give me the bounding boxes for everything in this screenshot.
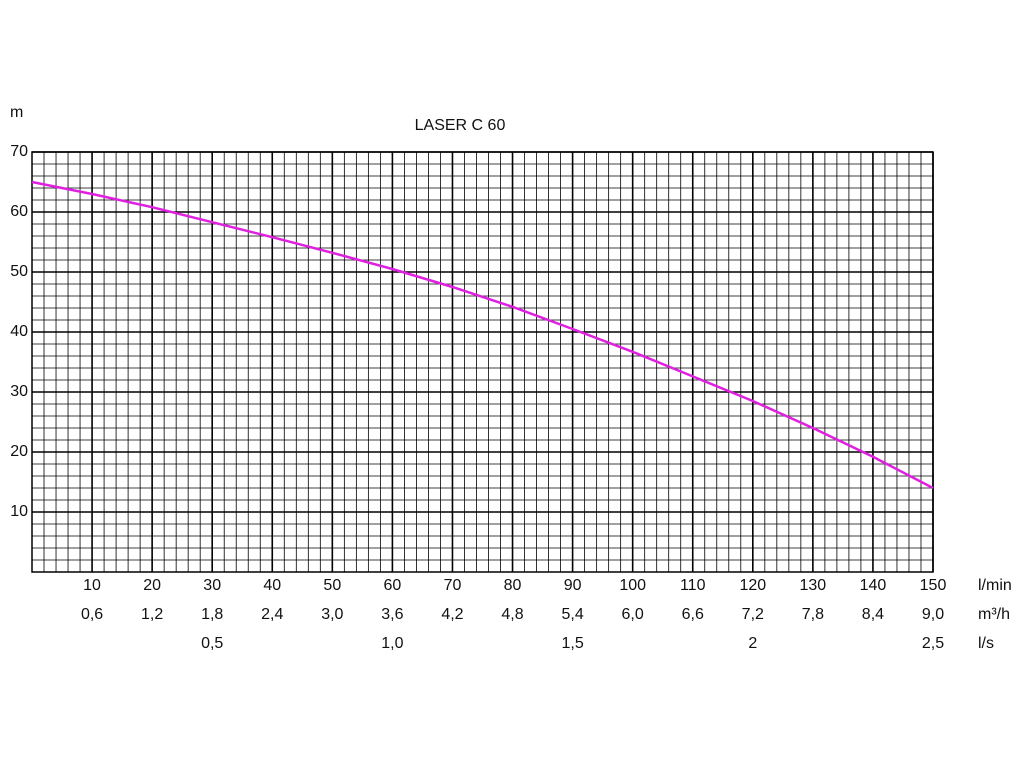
y-tick-label: 60 — [10, 203, 28, 220]
y-tick-label: 10 — [10, 503, 28, 520]
x-tick-label: 80 — [504, 577, 522, 594]
x2-tick-label: 5,4 — [561, 606, 583, 623]
y-tick-label: 70 — [10, 143, 28, 160]
x-tick-label: 140 — [860, 577, 887, 594]
plot-frame — [31, 151, 934, 573]
x-tick-label: 10 — [83, 577, 101, 594]
x-tick-label: 120 — [739, 577, 766, 594]
x2-axis-label: m³/h — [978, 606, 1010, 623]
x2-tick-label: 4,2 — [441, 606, 463, 623]
y-axis-label: m — [10, 104, 23, 121]
chart-title: LASER C 60 — [415, 117, 506, 134]
x2-tick-label: 6,0 — [622, 606, 644, 623]
x2-tick-label: 9,0 — [922, 606, 944, 623]
x2-tick-label: 6,6 — [682, 606, 704, 623]
x2-tick-label: 2,4 — [261, 606, 283, 623]
y-tick-label: 50 — [10, 263, 28, 280]
x-tick-label: 20 — [143, 577, 161, 594]
x3-tick-label: 2 — [748, 635, 757, 652]
x3-tick-label: 0,5 — [201, 635, 223, 652]
y-tick-label: 30 — [10, 383, 28, 400]
x-tick-label: 110 — [680, 577, 706, 594]
x2-tick-label: 7,8 — [802, 606, 824, 623]
x-tick-label: 130 — [800, 577, 827, 594]
x3-tick-label: 2,5 — [922, 635, 944, 652]
x3-tick-label: 1,5 — [561, 635, 583, 652]
x-tick-label: 70 — [444, 577, 462, 594]
curve — [31, 180, 934, 490]
x2-tick-label: 4,8 — [501, 606, 523, 623]
x3-tick-label: 1,0 — [381, 635, 403, 652]
x-tick-label: 60 — [384, 577, 402, 594]
x2-tick-label: 3,0 — [321, 606, 343, 623]
x2-tick-label: 3,6 — [381, 606, 403, 623]
x-tick-label: 150 — [920, 577, 947, 594]
x2-tick-label: 1,8 — [201, 606, 223, 623]
x-tick-label: 50 — [323, 577, 341, 594]
x2-tick-label: 7,2 — [742, 606, 764, 623]
x-tick-label: 100 — [619, 577, 646, 594]
x-axis-label: l/min — [978, 577, 1012, 594]
x2-tick-label: 1,2 — [141, 606, 163, 623]
x3-axis-label: l/s — [978, 635, 994, 652]
y-tick-label: 20 — [10, 443, 28, 460]
x2-tick-label: 0,6 — [81, 606, 103, 623]
y-tick-label: 40 — [10, 323, 28, 340]
x2-tick-label: 8,4 — [862, 606, 884, 623]
x-tick-label: 40 — [263, 577, 281, 594]
x-tick-label: 90 — [564, 577, 582, 594]
x-tick-label: 30 — [203, 577, 221, 594]
